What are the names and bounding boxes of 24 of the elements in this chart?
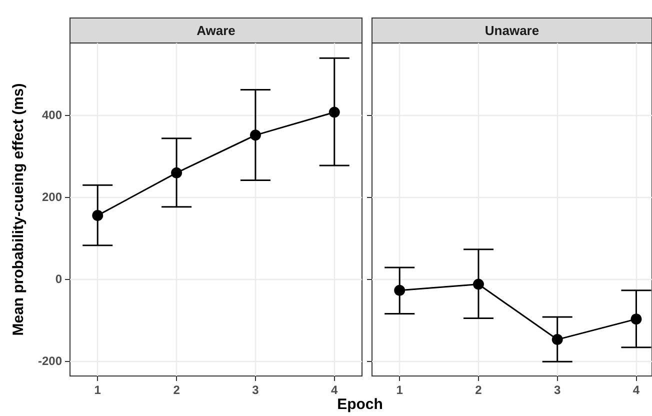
y-tick-label: 0 xyxy=(55,272,62,286)
y-axis-title: Mean probability-cueing effect (ms) xyxy=(10,83,27,336)
point xyxy=(630,314,642,325)
point xyxy=(472,278,484,290)
x-tick-label: 3 xyxy=(252,383,260,397)
point xyxy=(552,334,563,346)
x-tick-label: 3 xyxy=(554,383,562,397)
y-tick-label: 400 xyxy=(42,108,62,122)
point xyxy=(328,106,340,118)
point xyxy=(92,210,104,221)
x-tick-label: 1 xyxy=(396,383,404,397)
y-tick-label: 200 xyxy=(42,190,62,204)
x-tick-label: 4 xyxy=(632,383,640,397)
x-tick-label: 2 xyxy=(475,383,482,397)
point xyxy=(171,167,182,178)
x-tick-label: 2 xyxy=(173,383,180,397)
x-tick-label: 1 xyxy=(94,383,102,397)
point xyxy=(394,284,406,296)
y-tick-label: -200 xyxy=(38,354,62,368)
point xyxy=(250,130,261,141)
chart-title: Aware xyxy=(196,23,236,38)
chart-title: Unaware xyxy=(484,23,540,38)
x-axis-title: Epoch xyxy=(336,396,384,413)
x-tick-label: 4 xyxy=(331,383,338,397)
